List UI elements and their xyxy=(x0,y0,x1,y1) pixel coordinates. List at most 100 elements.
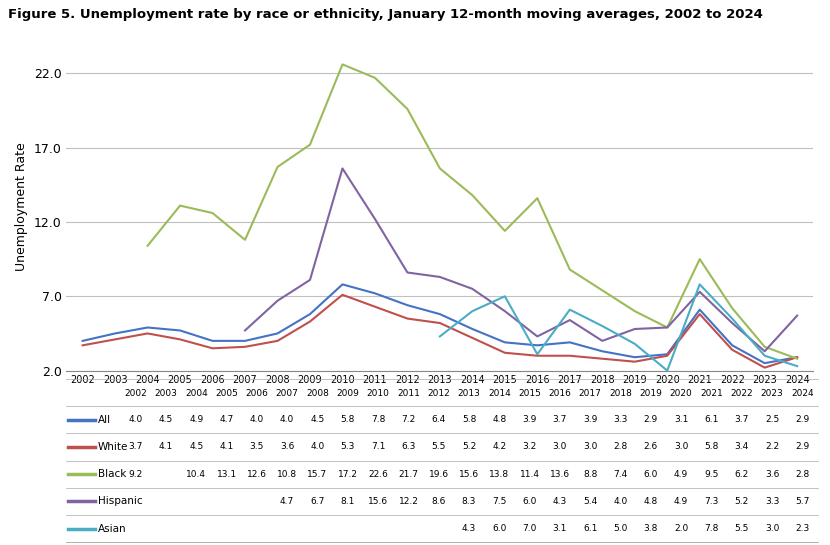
Text: 4.7: 4.7 xyxy=(219,415,234,424)
Text: 2018: 2018 xyxy=(609,389,632,398)
Text: 3.6: 3.6 xyxy=(280,443,295,451)
Text: 4.8: 4.8 xyxy=(492,415,506,424)
Text: 2007: 2007 xyxy=(276,389,299,398)
Text: 2010: 2010 xyxy=(367,389,389,398)
Text: 7.8: 7.8 xyxy=(371,415,385,424)
Text: 4.5: 4.5 xyxy=(159,415,173,424)
Text: 2015: 2015 xyxy=(518,389,541,398)
Text: 2.9: 2.9 xyxy=(795,415,809,424)
Text: 4.7: 4.7 xyxy=(280,497,295,506)
Text: Black: Black xyxy=(98,469,126,479)
Text: 13.1: 13.1 xyxy=(217,470,237,479)
Text: 2022: 2022 xyxy=(730,389,753,398)
Text: 2004: 2004 xyxy=(185,389,208,398)
Text: 4.5: 4.5 xyxy=(310,415,325,424)
Text: 6.0: 6.0 xyxy=(644,470,658,479)
Text: 10.4: 10.4 xyxy=(186,470,206,479)
Text: Figure 5. Unemployment rate by race or ethnicity, January 12-month moving averag: Figure 5. Unemployment rate by race or e… xyxy=(8,8,763,21)
Text: 5.8: 5.8 xyxy=(705,443,719,451)
Text: 3.5: 3.5 xyxy=(250,443,264,451)
Text: 2006: 2006 xyxy=(246,389,268,398)
Text: All: All xyxy=(98,415,111,425)
Text: 3.7: 3.7 xyxy=(735,415,749,424)
Text: 8.6: 8.6 xyxy=(432,497,446,506)
Text: 5.8: 5.8 xyxy=(340,415,355,424)
Text: 4.2: 4.2 xyxy=(492,443,506,451)
Text: 3.0: 3.0 xyxy=(674,443,688,451)
Text: 2013: 2013 xyxy=(457,389,481,398)
Text: 6.3: 6.3 xyxy=(401,443,416,451)
Text: 4.0: 4.0 xyxy=(250,415,264,424)
Text: 2.9: 2.9 xyxy=(644,415,658,424)
Text: 3.0: 3.0 xyxy=(765,524,779,533)
Text: 2021: 2021 xyxy=(700,389,723,398)
Text: 5.3: 5.3 xyxy=(340,443,355,451)
Text: 6.0: 6.0 xyxy=(492,524,506,533)
Y-axis label: Unemployment Rate: Unemployment Rate xyxy=(15,143,28,271)
Text: 4.8: 4.8 xyxy=(644,497,658,506)
Text: 6.0: 6.0 xyxy=(522,497,537,506)
Text: 4.0: 4.0 xyxy=(310,443,325,451)
Text: 8.3: 8.3 xyxy=(461,497,476,506)
Text: 2.6: 2.6 xyxy=(644,443,658,451)
Text: 2008: 2008 xyxy=(306,389,329,398)
Text: 7.3: 7.3 xyxy=(705,497,719,506)
Text: 2003: 2003 xyxy=(154,389,178,398)
Text: 3.0: 3.0 xyxy=(583,443,598,451)
Text: 6.1: 6.1 xyxy=(583,524,598,533)
Text: 7.5: 7.5 xyxy=(492,497,506,506)
Text: 2011: 2011 xyxy=(397,389,420,398)
Text: 15.6: 15.6 xyxy=(459,470,479,479)
Text: 22.6: 22.6 xyxy=(369,470,388,479)
Text: 2012: 2012 xyxy=(427,389,450,398)
Text: Hispanic: Hispanic xyxy=(98,496,143,506)
Text: 3.0: 3.0 xyxy=(553,443,567,451)
Text: 7.8: 7.8 xyxy=(705,524,719,533)
Text: 2.9: 2.9 xyxy=(795,443,809,451)
Text: 4.9: 4.9 xyxy=(674,497,688,506)
Text: 19.6: 19.6 xyxy=(428,470,449,479)
Text: 3.8: 3.8 xyxy=(644,524,658,533)
Text: 4.3: 4.3 xyxy=(553,497,567,506)
Text: 2019: 2019 xyxy=(639,389,662,398)
Text: 2005: 2005 xyxy=(215,389,238,398)
Text: 2002: 2002 xyxy=(124,389,147,398)
Text: 21.7: 21.7 xyxy=(398,470,418,479)
Text: 8.8: 8.8 xyxy=(583,470,598,479)
Text: 4.9: 4.9 xyxy=(189,415,203,424)
Text: 12.2: 12.2 xyxy=(398,497,418,506)
Text: 2.2: 2.2 xyxy=(765,443,779,451)
Text: 2.8: 2.8 xyxy=(795,470,809,479)
Text: 5.8: 5.8 xyxy=(461,415,476,424)
Text: 11.4: 11.4 xyxy=(520,470,540,479)
Text: 5.4: 5.4 xyxy=(583,497,598,506)
Text: 4.1: 4.1 xyxy=(159,443,173,451)
Text: 2020: 2020 xyxy=(670,389,692,398)
Text: 4.1: 4.1 xyxy=(219,443,234,451)
Text: 9.5: 9.5 xyxy=(705,470,719,479)
Text: White: White xyxy=(98,442,129,452)
Text: 2009: 2009 xyxy=(336,389,359,398)
Text: 3.6: 3.6 xyxy=(765,470,779,479)
Text: 13.6: 13.6 xyxy=(550,470,570,479)
Text: 17.2: 17.2 xyxy=(338,470,358,479)
Text: 3.1: 3.1 xyxy=(553,524,567,533)
Text: 4.5: 4.5 xyxy=(189,443,203,451)
Text: 2017: 2017 xyxy=(579,389,602,398)
Text: 7.0: 7.0 xyxy=(522,524,537,533)
Text: 6.2: 6.2 xyxy=(735,470,749,479)
Text: 2.3: 2.3 xyxy=(795,524,809,533)
Text: 4.0: 4.0 xyxy=(129,415,143,424)
Text: 5.7: 5.7 xyxy=(795,497,809,506)
Text: 3.7: 3.7 xyxy=(553,415,567,424)
Text: 3.1: 3.1 xyxy=(674,415,688,424)
Text: 5.5: 5.5 xyxy=(735,524,749,533)
Text: 3.9: 3.9 xyxy=(522,415,537,424)
Text: 7.1: 7.1 xyxy=(371,443,385,451)
Text: 4.0: 4.0 xyxy=(613,497,627,506)
Text: 3.4: 3.4 xyxy=(735,443,749,451)
Text: 6.7: 6.7 xyxy=(310,497,325,506)
Text: 2023: 2023 xyxy=(761,389,784,398)
Text: 3.2: 3.2 xyxy=(523,443,537,451)
Text: 10.8: 10.8 xyxy=(277,470,297,479)
